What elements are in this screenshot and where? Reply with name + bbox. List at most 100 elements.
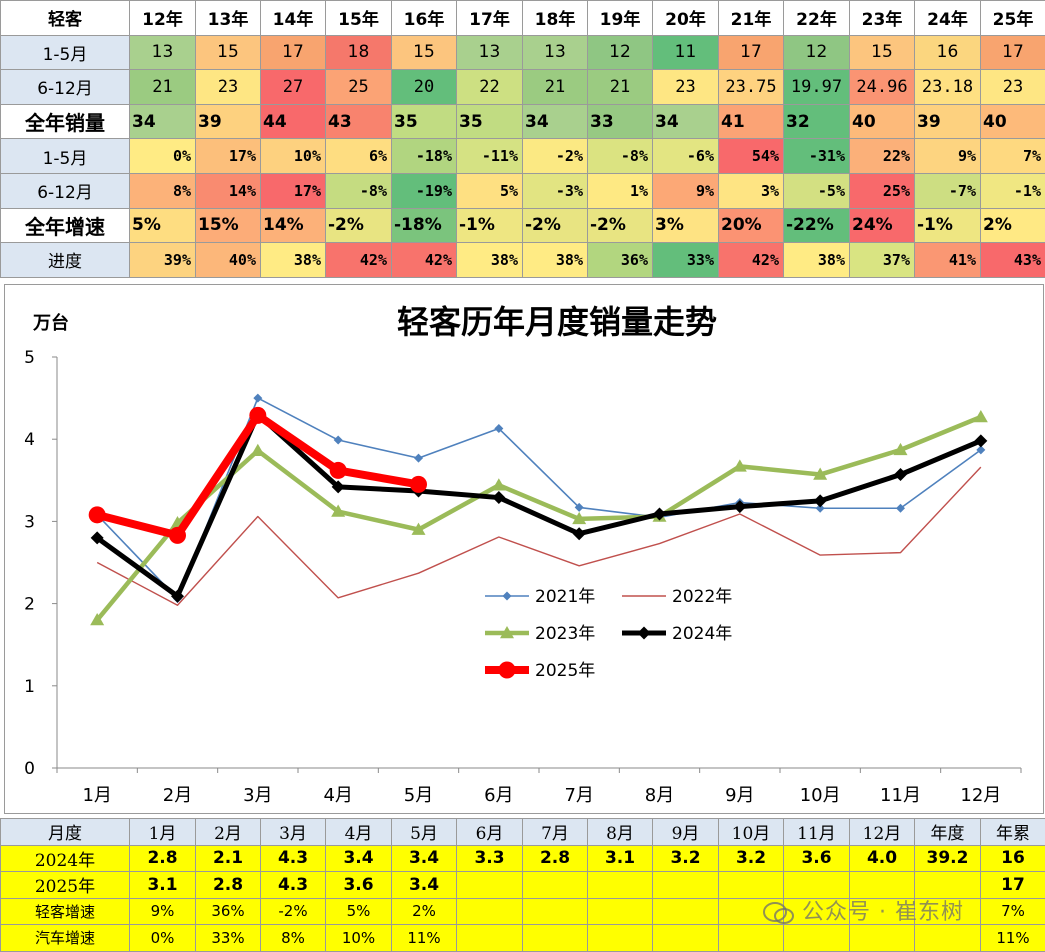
point-marker	[572, 527, 586, 541]
bottom-cell	[456, 871, 523, 899]
bottom-cell	[522, 871, 588, 899]
bottom-row-label: 轻客增速	[0, 897, 130, 925]
series-line	[96, 466, 982, 606]
bottom-row-label: 2024年	[0, 844, 130, 872]
heat-cell: 32	[783, 103, 850, 140]
heat-cell: 17	[260, 34, 326, 71]
heat-cell: 17%	[195, 138, 261, 174]
bottom-cell: 3.6	[325, 871, 392, 899]
year-header: 17年	[456, 0, 523, 36]
heat-cell: 9%	[914, 138, 981, 174]
point-marker	[813, 467, 828, 480]
row-label: 全年销量	[0, 103, 130, 140]
top-corner-label: 轻客	[0, 0, 130, 36]
heat-cell: -2%	[522, 207, 588, 244]
bottom-header-cell: 9月	[652, 818, 719, 846]
heat-cell: -2%	[587, 207, 653, 244]
bottom-cell: 33%	[195, 924, 261, 952]
bottom-cell	[914, 897, 981, 925]
heat-cell: 39	[914, 103, 981, 140]
point-marker	[502, 591, 512, 601]
heat-cell: 33	[587, 103, 653, 140]
heat-cell: -22%	[783, 207, 850, 244]
bottom-header-cell: 7月	[522, 818, 588, 846]
heat-cell: 18	[325, 34, 392, 71]
bottom-cell	[849, 897, 915, 925]
bottom-cell: 5%	[325, 897, 392, 925]
bottom-cell: 4.3	[260, 871, 326, 899]
heat-cell: 13	[129, 34, 196, 71]
year-header: 16年	[391, 0, 457, 36]
heat-cell: 36%	[587, 242, 653, 278]
wechat-icon	[763, 902, 794, 924]
heat-cell: 25%	[849, 172, 915, 209]
point-marker	[637, 626, 651, 640]
point-marker	[973, 410, 988, 423]
heat-cell: 33%	[652, 242, 719, 278]
top-header-row: 轻客 12年 13年 14年 15年 16年 17年 18年 19年 20年 21年 22年 23年 24…	[0, 0, 1045, 36]
heat-cell: 20	[391, 69, 457, 105]
bottom-cell	[456, 924, 523, 952]
row-label: 全年增速	[0, 207, 130, 244]
bottom-cell: 3.2	[718, 844, 784, 872]
heat-cell: -31%	[783, 138, 850, 174]
bottom-cell	[652, 924, 719, 952]
heat-cell: 9%	[652, 172, 719, 209]
heat-cell: 40%	[195, 242, 261, 278]
heat-cell: 14%	[260, 207, 326, 244]
heat-cell: -18%	[391, 138, 457, 174]
bottom-cell: 10%	[325, 924, 392, 952]
heat-cell: 22	[456, 69, 523, 105]
bottom-cell: 16	[980, 844, 1045, 872]
heat-cell: -11%	[456, 138, 523, 174]
heat-cell: 6%	[325, 138, 392, 174]
point-marker	[411, 522, 426, 535]
top-summary-table: 轻客 12年 13年 14年 15年 16年 17年 18年 19年 20年 21年 22年 23年 24…	[0, 0, 1045, 278]
point-marker	[331, 480, 345, 494]
point-marker	[500, 626, 514, 639]
year-header: 13年	[195, 0, 261, 36]
heat-cell: 10%	[260, 138, 326, 174]
heat-cell: 42%	[718, 242, 784, 278]
year-header: 14年	[260, 0, 326, 36]
heat-cell: -3%	[522, 172, 588, 209]
heat-cell: 42%	[325, 242, 392, 278]
bottom-cell	[587, 924, 653, 952]
heat-cell: 2%	[980, 207, 1045, 244]
heat-cell: 34	[129, 103, 196, 140]
heat-cell: 38%	[783, 242, 850, 278]
heat-cell: 43	[325, 103, 392, 140]
heat-cell: 21	[129, 69, 196, 105]
heat-cell: 17	[718, 34, 784, 71]
heat-cell: 8%	[129, 172, 196, 209]
heat-cell: 19.97	[783, 69, 850, 105]
bottom-cell	[587, 871, 653, 899]
heat-cell: 54%	[718, 138, 784, 174]
heat-cell: 41%	[914, 242, 981, 278]
bottom-header-row: 月度 1月 2月 3月 4月 5月 6月 7月 8月 9月 10月 11月 12月 年度 年累	[0, 818, 1045, 846]
bottom-header-cell: 月度	[0, 818, 130, 846]
top-data-row: 全年销量 34 39 44 43 35 35 34 33 34 41 32 40 39 40	[0, 103, 1045, 140]
bottom-cell	[652, 897, 719, 925]
point-marker	[813, 494, 827, 508]
year-header: 12年	[129, 0, 196, 36]
heat-cell: 39%	[129, 242, 196, 278]
y-tick-label: 3	[24, 512, 35, 532]
bottom-cell: 3.3	[456, 844, 523, 872]
heat-cell: 12	[783, 34, 850, 71]
heat-cell: -8%	[587, 138, 653, 174]
heat-cell: 23	[195, 69, 261, 105]
bottom-data-row: 汽车增速 0% 33% 8% 10% 11% 11%	[0, 924, 1045, 952]
heat-cell: -7%	[914, 172, 981, 209]
bottom-cell: -2%	[260, 897, 326, 925]
bottom-cell: 36%	[195, 897, 261, 925]
point-marker	[815, 503, 825, 513]
bottom-cell: 3.4	[391, 844, 457, 872]
heat-cell: 11	[652, 34, 719, 71]
top-data-row: 6-12月 21 23 27 25 20 22 21 21 23 23.75 19.97 24.96 23…	[0, 69, 1045, 105]
x-tick-label: 6月	[484, 785, 513, 806]
year-header: 23年	[849, 0, 915, 36]
x-tick-label: 9月	[725, 785, 754, 806]
series-line	[95, 412, 982, 599]
bottom-header-cell: 6月	[456, 818, 523, 846]
